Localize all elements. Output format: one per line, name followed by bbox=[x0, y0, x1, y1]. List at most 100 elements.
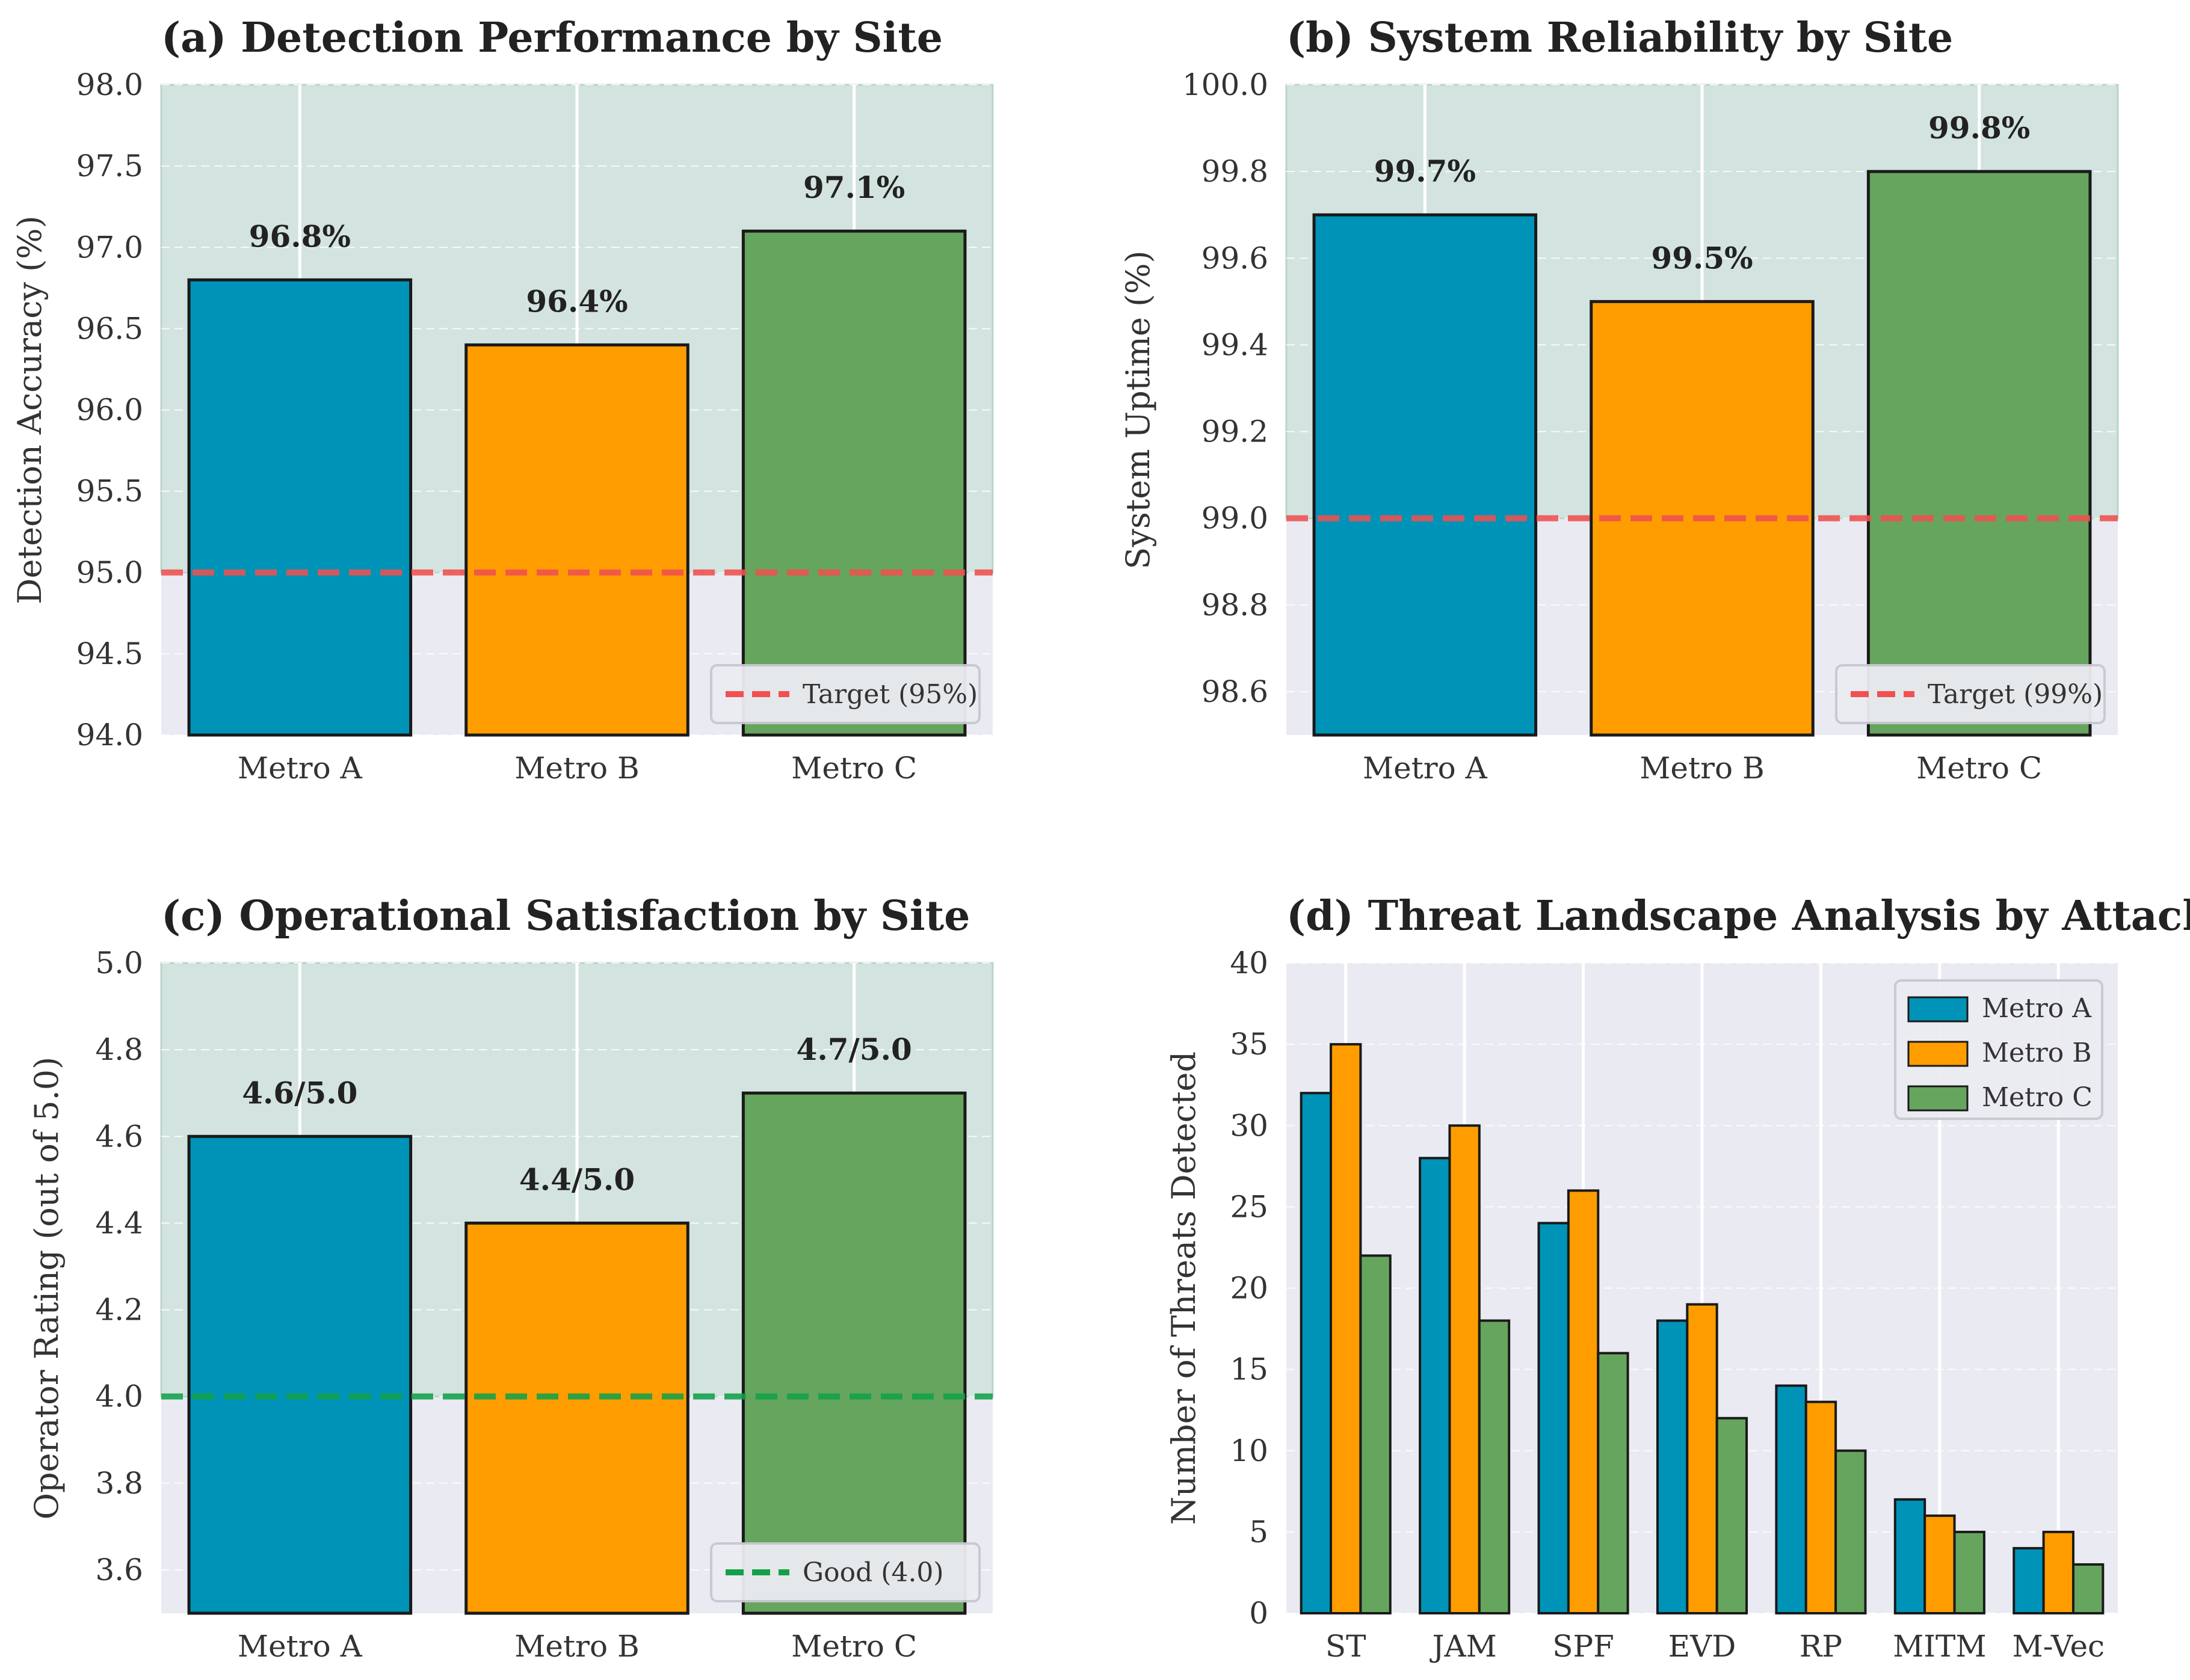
x-tick-label: M-Vec bbox=[2012, 1629, 2105, 1664]
y-tick-label: 98.0 bbox=[76, 67, 143, 102]
chart-panel-b: 99.7% 99.5% 99.8% 98.6 98.8 99.0 99.2 99.4 99.6 9… bbox=[1119, 14, 2119, 786]
chart-title: (d) Threat Landscape Analysis by Attack … bbox=[1286, 892, 2190, 940]
y-tick-label: 97.0 bbox=[76, 230, 143, 265]
bar-metro-c-st bbox=[1359, 1254, 1392, 1614]
x-tick-label: Metro C bbox=[1916, 751, 2042, 786]
y-tick-label: 3.6 bbox=[95, 1552, 143, 1587]
legend-box bbox=[710, 1542, 981, 1602]
data-label: 4.6/5.0 bbox=[242, 1075, 357, 1110]
legend: Target (99%) bbox=[1835, 664, 2106, 724]
bar-metro-a-spf bbox=[1537, 1222, 1570, 1614]
x-tick-label: Metro A bbox=[1363, 751, 1488, 786]
x-tick-label: MITM bbox=[1893, 1629, 1987, 1664]
bar-metro-a-evd bbox=[1656, 1319, 1689, 1615]
x-tick-label: JAM bbox=[1429, 1629, 1496, 1664]
bar-metro-a-jam bbox=[1419, 1157, 1451, 1615]
bar-metro-b-mitm bbox=[1923, 1514, 1956, 1615]
y-tick-label: 95.5 bbox=[76, 474, 143, 509]
chart-title: (a) Detection Performance by Site bbox=[161, 14, 943, 62]
bar-metro-b bbox=[464, 1221, 689, 1615]
y-tick-label: 4.0 bbox=[95, 1379, 143, 1414]
y-tick-label: 4.2 bbox=[95, 1293, 143, 1328]
x-tick-label: Metro C bbox=[791, 1629, 917, 1664]
data-label: 96.4% bbox=[526, 283, 628, 319]
data-label: 96.8% bbox=[249, 218, 351, 254]
legend-label: Metro C bbox=[1982, 1082, 2093, 1113]
y-tick-label: 98.6 bbox=[1201, 674, 1268, 709]
bar-metro-a-rp bbox=[1775, 1384, 1807, 1614]
y-tick-label: 10 bbox=[1230, 1433, 1268, 1468]
x-tick-label: Metro C bbox=[791, 751, 917, 786]
data-label: 4.7/5.0 bbox=[797, 1032, 912, 1067]
y-tick-label: 99.2 bbox=[1201, 414, 1268, 449]
y-tick-label: 94.5 bbox=[76, 636, 143, 671]
bar-metro-c bbox=[741, 229, 967, 737]
y-tick-label: 95.0 bbox=[76, 555, 143, 590]
legend-label: Target (95%) bbox=[803, 679, 978, 710]
legend: Good (4.0) bbox=[710, 1542, 981, 1602]
bar-metro-a-st bbox=[1300, 1092, 1333, 1614]
x-tick-label: RP bbox=[1800, 1629, 1842, 1664]
y-tick-label: 35 bbox=[1230, 1027, 1268, 1062]
bar-metro-c bbox=[741, 1091, 967, 1615]
bar-metro-c-spf bbox=[1597, 1352, 1629, 1615]
x-tick-label: Metro B bbox=[514, 1629, 640, 1664]
bar-metro-b-evd bbox=[1686, 1303, 1718, 1614]
data-label: 99.8% bbox=[1928, 110, 2030, 146]
y-axis-label: Operator Rating (out of 5.0) bbox=[28, 1057, 66, 1519]
legend: Metro A Metro B Metro C bbox=[1894, 979, 2103, 1120]
bar-metro-b-spf bbox=[1567, 1189, 1600, 1614]
data-label: 99.7% bbox=[1374, 153, 1476, 189]
legend-label: Metro A bbox=[1982, 993, 2092, 1024]
y-tick-label: 30 bbox=[1230, 1108, 1268, 1143]
y-tick-label: 5 bbox=[1249, 1515, 1268, 1549]
bar-metro-a bbox=[187, 278, 413, 737]
y-tick-label: 25 bbox=[1230, 1189, 1268, 1224]
legend-label: Metro B bbox=[1982, 1038, 2092, 1068]
bar-metro-b bbox=[464, 343, 689, 737]
bar-metro-c-jam bbox=[1478, 1319, 1511, 1615]
bar-metro-a bbox=[187, 1134, 413, 1615]
x-tick-label: ST bbox=[1325, 1629, 1366, 1664]
bar-metro-c bbox=[1866, 170, 2092, 737]
legend-swatch bbox=[1907, 996, 1969, 1023]
y-tick-label: 98.8 bbox=[1201, 588, 1268, 623]
bar-metro-c-mitm bbox=[1953, 1530, 1985, 1614]
bar-metro-b-rp bbox=[1804, 1400, 1837, 1615]
legend: Target (95%) bbox=[710, 664, 981, 724]
x-tick-label: SPF bbox=[1552, 1629, 1614, 1664]
y-axis-label: System Uptime (%) bbox=[1119, 250, 1157, 569]
x-tick-label: Metro B bbox=[1639, 751, 1765, 786]
y-tick-label: 5.0 bbox=[95, 946, 143, 980]
y-tick-label: 99.6 bbox=[1201, 241, 1268, 275]
bar-metro-a bbox=[1312, 213, 1538, 737]
bar-metro-a-mitm bbox=[1893, 1498, 1926, 1614]
y-tick-label: 97.5 bbox=[76, 149, 143, 183]
data-label: 4.4/5.0 bbox=[519, 1162, 635, 1197]
y-tick-label: 96.0 bbox=[76, 393, 143, 428]
legend-box bbox=[1835, 664, 2106, 724]
y-axis-label: Detection Accuracy (%) bbox=[11, 215, 49, 604]
y-tick-label: 4.4 bbox=[95, 1205, 143, 1240]
y-tick-label: 15 bbox=[1230, 1352, 1268, 1387]
y-tick-label: 99.8 bbox=[1201, 154, 1268, 189]
legend-swatch bbox=[1907, 1041, 1969, 1067]
bar-metro-c-m-vec bbox=[2071, 1563, 2105, 1615]
legend-label: Target (99%) bbox=[1928, 679, 2103, 710]
y-tick-label: 94.0 bbox=[76, 718, 143, 752]
x-tick-label: Metro B bbox=[514, 751, 640, 786]
y-tick-label: 3.8 bbox=[95, 1466, 143, 1501]
legend-label: Good (4.0) bbox=[803, 1557, 944, 1588]
legend-box bbox=[710, 664, 981, 724]
chart-title: (b) System Reliability by Site bbox=[1286, 14, 1953, 62]
bar-metro-b-m-vec bbox=[2042, 1530, 2074, 1614]
x-tick-label: Metro A bbox=[238, 751, 363, 786]
bar-metro-b-st bbox=[1330, 1043, 1362, 1614]
x-tick-label: EVD bbox=[1668, 1629, 1736, 1664]
y-tick-label: 99.4 bbox=[1201, 327, 1268, 362]
y-tick-label: 20 bbox=[1230, 1271, 1268, 1306]
bar-metro-a-m-vec bbox=[2013, 1546, 2045, 1614]
y-tick-label: 4.6 bbox=[95, 1119, 143, 1154]
y-tick-label: 99.0 bbox=[1201, 501, 1268, 536]
